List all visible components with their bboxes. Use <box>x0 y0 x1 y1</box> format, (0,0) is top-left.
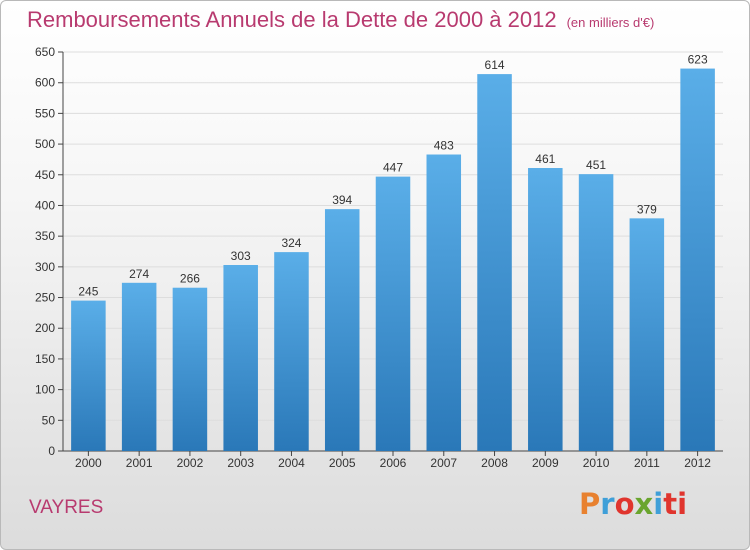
data-label-2008: 614 <box>485 58 505 72</box>
y-tick-label: 650 <box>35 45 55 59</box>
bar-2008 <box>477 74 512 452</box>
chart-title-text: Remboursements Annuels de la Dette de 20… <box>27 7 557 32</box>
proxiti-logo: Proxiti <box>579 487 687 521</box>
x-tick-label: 2007 <box>430 456 457 470</box>
y-tick-label: 500 <box>35 137 55 151</box>
y-tick-label: 100 <box>35 383 55 397</box>
data-label-2000: 245 <box>78 285 98 299</box>
x-tick-label: 2009 <box>532 456 559 470</box>
y-tick-label: 200 <box>35 321 55 335</box>
data-label-2009: 461 <box>535 152 555 166</box>
logo-letter: o <box>614 487 635 521</box>
data-label-2004: 324 <box>281 236 301 250</box>
bar-2002 <box>172 287 208 451</box>
x-tick-label: 2005 <box>329 456 356 470</box>
logo-letter: P <box>579 487 601 521</box>
y-tick-label: 600 <box>35 76 55 90</box>
y-tick-label: 300 <box>35 260 55 274</box>
data-label-2002: 266 <box>180 272 200 286</box>
bar-2011 <box>629 218 665 451</box>
bar-2010 <box>578 174 614 451</box>
bar-2000 <box>71 300 106 451</box>
data-label-2012: 623 <box>688 53 708 67</box>
data-label-2011: 379 <box>637 202 657 216</box>
y-tick-label: 450 <box>35 168 55 182</box>
y-tick-label: 550 <box>35 106 55 120</box>
y-tick-label: 0 <box>48 444 55 458</box>
data-label-2006: 447 <box>383 161 403 175</box>
chart-subtitle: (en milliers d'€) <box>566 15 655 30</box>
data-label-2003: 303 <box>231 249 251 263</box>
y-tick-label: 400 <box>35 198 55 212</box>
x-tick-label: 2010 <box>583 456 610 470</box>
y-tick-label: 150 <box>35 352 55 366</box>
x-tick-label: 2004 <box>278 456 305 470</box>
data-label-2001: 274 <box>129 267 149 281</box>
bar-2003 <box>223 265 258 451</box>
bar-2006 <box>375 176 411 451</box>
y-tick-label: 250 <box>35 291 55 305</box>
bar-2001 <box>121 282 157 451</box>
data-label-2007: 483 <box>434 139 454 153</box>
bar-2005 <box>324 209 360 451</box>
logo-letter: x <box>634 487 654 521</box>
bars <box>71 68 715 452</box>
chart-title: Remboursements Annuels de la Dette de 20… <box>27 7 654 33</box>
x-tick-label: 2001 <box>126 456 153 470</box>
x-tick-label: 2012 <box>684 456 711 470</box>
commune-name: VAYRES <box>29 497 104 518</box>
data-label-2010: 451 <box>586 158 606 172</box>
x-tick-label: 2003 <box>227 456 254 470</box>
bar-2012 <box>680 68 715 451</box>
x-tick-label: 2008 <box>481 456 508 470</box>
logo-letter: t <box>663 487 678 521</box>
bar-2007 <box>426 154 462 451</box>
x-tick-label: 2000 <box>75 456 102 470</box>
y-tick-label: 350 <box>35 229 55 243</box>
x-tick-label: 2002 <box>177 456 204 470</box>
x-tick-label: 2006 <box>380 456 407 470</box>
labels: 0 50 100 150 200 250 300 350 400 450 500 550 600 650 2… <box>35 45 711 470</box>
logo-letter: r <box>600 487 615 521</box>
logo-letter: i <box>653 487 664 521</box>
logo-letter: i <box>677 487 688 521</box>
x-tick-label: 2011 <box>634 456 660 470</box>
y-tick-label: 50 <box>42 413 56 427</box>
bar-2009 <box>528 168 563 452</box>
bar-2004 <box>274 252 309 451</box>
data-label-2005: 394 <box>332 193 352 207</box>
